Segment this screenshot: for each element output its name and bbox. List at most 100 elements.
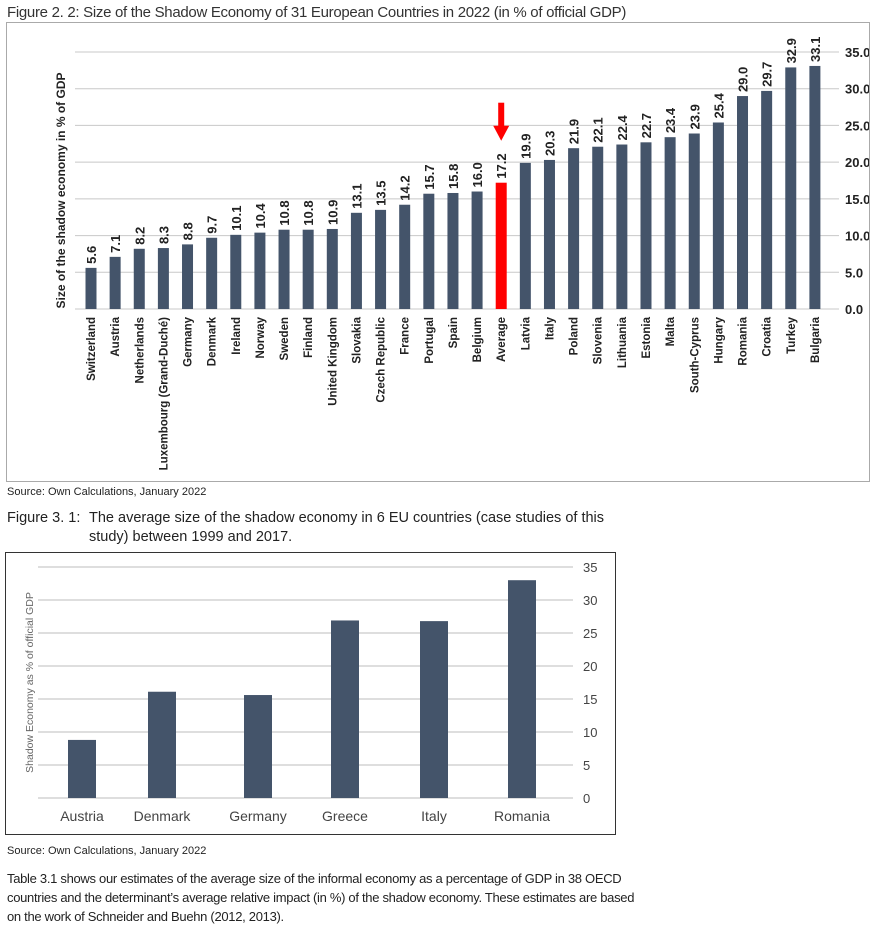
x-tick-label: Luxembourg (Grand-Duché) bbox=[158, 317, 170, 471]
data-label: 29.0 bbox=[736, 67, 751, 92]
bar bbox=[85, 267, 97, 309]
bar bbox=[133, 248, 145, 309]
y-tick-label: 5.0 bbox=[845, 265, 863, 280]
bar bbox=[688, 133, 700, 309]
x-tick-label: Croatia bbox=[762, 316, 774, 356]
y-axis-label: Size of the shadow economy in % of GDP bbox=[54, 72, 68, 308]
bar bbox=[737, 96, 749, 309]
x-tick-label: Estonia bbox=[641, 316, 653, 358]
data-label: 15.7 bbox=[422, 164, 437, 189]
x-tick-label: Turkey bbox=[786, 316, 798, 353]
figure-1-svg: 0.0 5.0 10.0 15.0 20.0 25.0 30.0 35.0 Size of th… bbox=[54, 37, 870, 471]
data-label: 19.9 bbox=[518, 134, 533, 159]
data-label: 8.8 bbox=[181, 222, 196, 240]
bar bbox=[206, 237, 218, 309]
y-tick-label: 30.0 bbox=[845, 82, 869, 97]
y-tick-label: 15.0 bbox=[845, 192, 869, 207]
figure-2-svg: 0 5 10 15 20 25 30 35 Shadow Economy as % of off… bbox=[24, 560, 597, 824]
data-label: 15.8 bbox=[446, 164, 461, 189]
data-label: 7.1 bbox=[108, 235, 123, 253]
data-label: 25.4 bbox=[711, 92, 726, 118]
data-label: 17.2 bbox=[494, 153, 509, 178]
x-tick-label: Norway bbox=[255, 316, 267, 358]
figure-2-chart: 0 5 10 15 20 25 30 35 Shadow Economy as % of off… bbox=[5, 552, 616, 835]
body-paragraph: Table 3.1 shows our estimates of the ave… bbox=[7, 871, 635, 924]
x-tick-label: Austria bbox=[60, 808, 104, 824]
bar bbox=[568, 148, 580, 309]
data-label: 10.1 bbox=[229, 206, 244, 231]
y-tick-label: 10 bbox=[583, 725, 597, 740]
data-label: 9.7 bbox=[205, 216, 220, 234]
x-tick-label: Netherlands bbox=[134, 317, 146, 383]
bar bbox=[157, 248, 169, 309]
y-axis-label: Shadow Economy as % of official GDP bbox=[24, 592, 36, 773]
bar bbox=[543, 159, 555, 309]
x-tick-label: Germany bbox=[183, 316, 195, 366]
x-tick-label: Poland bbox=[569, 317, 581, 355]
bar bbox=[592, 146, 604, 309]
figure-2-title: Figure 3. 1: The average size of the shad… bbox=[7, 509, 627, 547]
y-tick-label: 10.0 bbox=[845, 229, 869, 244]
y-tick-label: 5 bbox=[583, 758, 590, 773]
data-label: 20.3 bbox=[542, 131, 557, 156]
data-label: 13.5 bbox=[374, 181, 389, 206]
x-tick-label: Austria bbox=[110, 316, 122, 356]
x-tick-label: Lithuania bbox=[617, 316, 629, 368]
bar bbox=[350, 212, 362, 309]
x-tick-label: Romania bbox=[494, 808, 550, 824]
data-label: 16.0 bbox=[470, 162, 485, 187]
bar bbox=[761, 90, 773, 309]
x-tick-label: Switzerland bbox=[86, 317, 98, 381]
bar bbox=[447, 192, 459, 309]
bar bbox=[471, 191, 483, 309]
x-tick-label: Portugal bbox=[424, 317, 436, 364]
average-arrow-shaft bbox=[498, 102, 505, 127]
x-tick-label: Belgium bbox=[472, 317, 484, 362]
bar bbox=[375, 209, 387, 309]
data-label: 22.1 bbox=[591, 117, 606, 142]
data-label: 5.6 bbox=[84, 246, 99, 264]
bar bbox=[182, 244, 194, 309]
bar bbox=[508, 580, 536, 798]
average-arrow-head bbox=[493, 125, 510, 141]
x-tick-label: Finland bbox=[303, 317, 315, 358]
data-label: 22.4 bbox=[615, 114, 630, 140]
bar bbox=[712, 122, 724, 310]
bar bbox=[423, 193, 435, 309]
bar bbox=[785, 67, 797, 309]
y-tick-label: 25.0 bbox=[845, 118, 869, 133]
y-tick-label: 20.0 bbox=[845, 155, 869, 170]
x-tick-label: France bbox=[400, 317, 412, 355]
x-tick-label: Czech Republic bbox=[376, 316, 388, 402]
bar bbox=[809, 65, 821, 309]
x-tick-label: Hungary bbox=[713, 316, 725, 363]
figure-2-title-line2: study) between 1999 and 2017. bbox=[89, 529, 293, 545]
data-label: 32.9 bbox=[784, 38, 799, 63]
data-label: 10.8 bbox=[301, 200, 316, 225]
y-tick-label: 25 bbox=[583, 626, 597, 641]
bar bbox=[616, 144, 628, 309]
figure-1-chart: 0.0 5.0 10.0 15.0 20.0 25.0 30.0 35.0 Size of th… bbox=[6, 22, 870, 482]
x-tick-label: Slovenia bbox=[593, 316, 605, 364]
data-label: 22.7 bbox=[639, 113, 654, 138]
figure-2-title-line1: The average size of the shadow economy i… bbox=[89, 510, 605, 526]
data-label: 23.9 bbox=[687, 104, 702, 129]
bar bbox=[244, 695, 272, 798]
y-tick-label: 30 bbox=[583, 593, 597, 608]
bar bbox=[254, 232, 266, 309]
bar bbox=[519, 162, 531, 309]
figure-1-title: Figure 2. 2: Size of the Shadow Economy … bbox=[7, 4, 627, 21]
bar bbox=[302, 229, 314, 309]
data-label: 8.3 bbox=[156, 226, 171, 244]
bar bbox=[420, 621, 448, 798]
x-tick-label: Romania bbox=[738, 316, 750, 365]
x-tick-label: Slovakia bbox=[351, 316, 363, 363]
data-label: 33.1 bbox=[808, 37, 823, 62]
bar bbox=[109, 256, 121, 309]
x-tick-label: Bulgaria bbox=[810, 316, 822, 363]
bar bbox=[230, 234, 242, 309]
figure-1-source: Source: Own Calculations, January 2022 bbox=[7, 486, 207, 498]
x-tick-label: Italy bbox=[421, 808, 447, 824]
x-tick-label: South-Cyprus bbox=[689, 317, 701, 393]
x-tick-label: Ireland bbox=[231, 317, 243, 355]
